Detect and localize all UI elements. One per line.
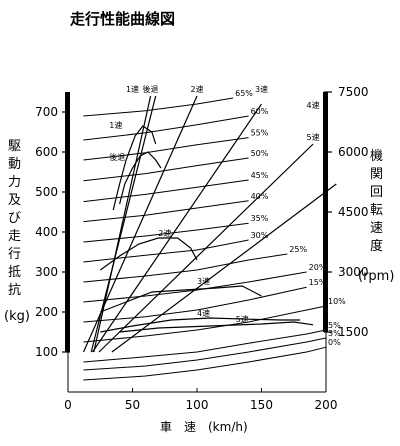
rpm-tick-label: 1500 <box>338 325 369 339</box>
resistance-curve-label: 35% <box>251 214 269 223</box>
left-axis-label-char: 抗 <box>8 283 21 298</box>
rpm-tick-label: 4500 <box>338 205 369 219</box>
resistance-curve-label: 5% <box>328 321 341 330</box>
drive-force-curve-label: 1速 <box>109 121 122 130</box>
drive-force-curve-label: 4速 <box>197 309 210 318</box>
y-tick-label: 300 <box>35 265 58 279</box>
gear-line <box>92 103 262 353</box>
resistance-curve-label: 55% <box>251 129 269 138</box>
resistance-curve <box>83 337 327 371</box>
right-axis-label-char: 度 <box>370 238 383 254</box>
right-axis-label-char: 関 <box>370 167 383 182</box>
drive-force-curve-label: 2速 <box>158 229 171 238</box>
resistance-curve <box>83 179 249 203</box>
left-axis-label-char: 行 <box>8 247 21 262</box>
gear-line <box>93 95 152 353</box>
resistance-curve <box>83 346 327 381</box>
left-axis-label-char: 及 <box>8 193 21 208</box>
gear-line-label: 後退 <box>143 84 159 94</box>
resistance-curve <box>83 137 249 161</box>
drive-force-curve <box>100 317 301 333</box>
resistance-curve-label: 25% <box>289 245 307 254</box>
drive-force-curve-label: 3速 <box>197 277 210 286</box>
left-axis-label-char: 走 <box>8 229 21 244</box>
y-tick-label: 200 <box>35 305 58 319</box>
y-tick-label: 400 <box>35 225 58 239</box>
drive-force-curve <box>119 151 162 205</box>
drive-force-curve <box>112 125 157 211</box>
resistance-curve-label: 20% <box>309 263 327 272</box>
drive-force-curve <box>99 237 198 271</box>
resistance-curve-label: 65% <box>235 89 253 98</box>
gear-line-label: 5速 <box>307 133 320 142</box>
resistance-curve <box>83 253 288 283</box>
gear-line <box>111 183 337 353</box>
rpm-tick-label: 6000 <box>338 145 369 159</box>
resistance-curve-label: 45% <box>251 171 269 180</box>
gear-line-label: 4速 <box>307 101 320 110</box>
rpm-tick-label: 7500 <box>338 85 369 99</box>
resistance-curve <box>83 286 307 323</box>
x-axis-label: 車 速 (km/h) <box>160 420 248 434</box>
y-tick-label: 600 <box>35 145 58 159</box>
drive-force-curve-label: 後退 <box>109 152 125 162</box>
right-axis-label-char: 機 <box>370 149 383 164</box>
resistance-curve <box>83 115 249 141</box>
resistance-curve <box>83 329 327 363</box>
resistance-curve <box>83 200 249 223</box>
y-tick-label: 500 <box>35 185 58 199</box>
gear-line-label: 1速 <box>126 85 139 94</box>
left-axis-bar <box>65 92 70 352</box>
gear-line-label: 2速 <box>190 85 203 94</box>
rpm-tick-label: 3000 <box>338 265 369 279</box>
resistance-curve-label: 10% <box>328 297 346 306</box>
left-axis-label-char: 抵 <box>8 265 21 280</box>
right-axis-unit: (rpm) <box>358 269 394 284</box>
x-tick-label: 50 <box>125 398 140 412</box>
left-axis-label-char: 力 <box>8 175 21 190</box>
x-tick-label: 0 <box>64 398 72 412</box>
resistance-curve-label: 50% <box>251 149 269 158</box>
gear-line-label: 3速 <box>255 85 268 94</box>
drive-force-curve-label: 5速 <box>236 315 249 324</box>
drive-force-curve <box>119 321 314 333</box>
gear-line <box>98 143 314 353</box>
x-tick-label: 150 <box>250 398 273 412</box>
resistance-curve-label: 15% <box>309 278 327 287</box>
y-tick-label: 100 <box>35 345 58 359</box>
right-axis-label-char: 回 <box>370 185 383 200</box>
drive-force-curve <box>100 285 262 313</box>
resistance-curve <box>83 222 249 243</box>
right-axis-label-char: 速 <box>370 221 383 236</box>
y-tick-label: 700 <box>35 105 58 119</box>
resistance-curve-label: 3% <box>328 329 341 338</box>
resistance-curve-label: 60% <box>251 107 269 116</box>
chart-title: 走行性能曲線図 <box>70 10 175 28</box>
left-axis-label-char: び <box>8 211 21 226</box>
resistance-curve-label: 30% <box>251 231 269 240</box>
gear-line <box>82 95 198 353</box>
resistance-curve <box>83 271 307 303</box>
x-tick-label: 100 <box>186 398 209 412</box>
x-tick-label: 200 <box>315 398 338 412</box>
left-axis-label-char: 駆 <box>8 139 21 154</box>
resistance-curve-label: 0% <box>328 338 341 347</box>
resistance-curve <box>83 97 234 117</box>
left-axis-label-char: 動 <box>8 157 21 172</box>
left-axis-unit: (kg) <box>4 309 30 324</box>
plot-area: 100 200 300 400 500 600 700 0 50 100 150 200 1500 300… <box>35 84 368 412</box>
resistance-curve <box>83 157 249 182</box>
right-axis-label-char: 転 <box>370 203 383 218</box>
